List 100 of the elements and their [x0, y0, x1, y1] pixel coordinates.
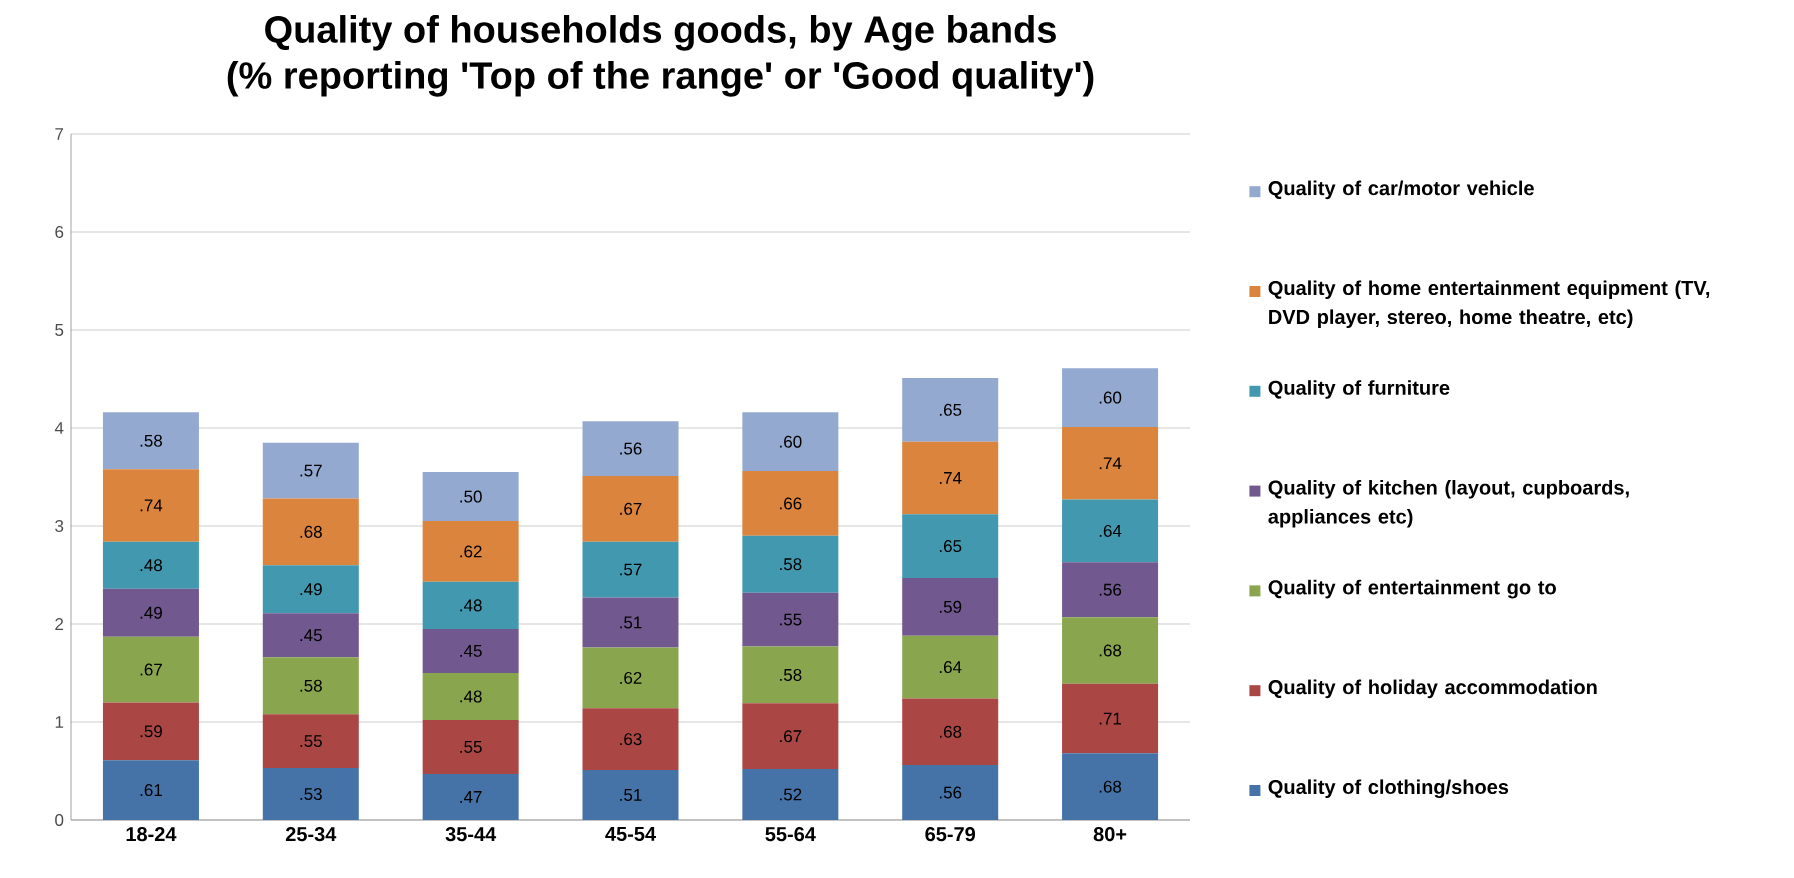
- x-tick-label: 35-44: [445, 827, 497, 842]
- y-tick-label: 3: [55, 519, 64, 532]
- bar: [902, 635, 999, 699]
- x-tick-label: 18-24: [126, 827, 177, 842]
- data-label: .68: [1099, 780, 1122, 793]
- bar: [1062, 617, 1159, 684]
- data-label: .71: [1099, 712, 1122, 725]
- legend-label: Quality of kitchen (layout, cupboards, appliances etc): [1268, 479, 1629, 528]
- bar: [582, 476, 679, 542]
- bar: [582, 647, 679, 709]
- x-tick-label: 55-64: [765, 827, 816, 842]
- bar: [902, 765, 999, 820]
- bar: [262, 714, 359, 769]
- bar: [742, 412, 839, 472]
- bar: [102, 636, 199, 703]
- bar: [742, 703, 839, 770]
- data-label: .45: [300, 629, 322, 642]
- bar: [102, 588, 199, 637]
- y-tick-label: 4: [54, 422, 64, 434]
- bar: [1062, 753, 1159, 820]
- data-label: .45: [460, 645, 482, 657]
- y-tick-label: 1: [55, 716, 64, 728]
- data-label: .60: [780, 435, 802, 448]
- data-label: .65: [939, 403, 962, 416]
- bar: [262, 498, 359, 566]
- data-label: .52: [780, 788, 802, 801]
- data-label: .67: [620, 502, 642, 515]
- x-tick-label: 65-79: [925, 827, 976, 842]
- data-label: .74: [939, 472, 962, 484]
- bar: [902, 514, 999, 578]
- bar: [422, 773, 519, 820]
- data-label: .62: [620, 671, 642, 684]
- y-tick-label: 0: [55, 813, 64, 826]
- data-label: .59: [939, 600, 962, 613]
- data-label: .68: [939, 725, 962, 738]
- data-label: .64: [939, 661, 962, 674]
- bar: [742, 769, 839, 820]
- data-label: .61: [140, 784, 162, 797]
- bar: [422, 581, 519, 629]
- bar: [742, 471, 839, 536]
- data-label: .55: [300, 735, 322, 748]
- data-label: .58: [780, 558, 802, 571]
- bar: [1062, 368, 1159, 428]
- legend-label: Quality of car/motor vehicle: [1268, 180, 1534, 200]
- bar: [422, 628, 519, 673]
- bar: [422, 672, 519, 721]
- bar: [262, 442, 359, 499]
- bar: [1062, 562, 1159, 618]
- data-label: .48: [460, 690, 482, 703]
- bar: [582, 770, 679, 820]
- data-label: .62: [460, 545, 482, 558]
- bar: [742, 535, 839, 593]
- bar: [902, 577, 999, 636]
- data-label: .74: [1099, 457, 1122, 470]
- data-label: .55: [780, 613, 802, 626]
- bar: [422, 472, 519, 522]
- legend-label: Quality of clothing/shoes: [1268, 779, 1509, 799]
- data-label: .68: [1099, 644, 1122, 657]
- chart-subtitle: (% reporting 'Top of the range' or 'Good quality'): [227, 61, 1094, 97]
- data-label: .58: [780, 668, 802, 681]
- bar: [582, 597, 679, 648]
- bar: [582, 708, 679, 770]
- y-tick-label: 6: [55, 226, 64, 239]
- x-tick-label: 80+: [1093, 827, 1127, 842]
- y-tick-label: 2: [55, 618, 64, 630]
- x-tick-label: 45-54: [605, 827, 656, 841]
- bar: [262, 657, 359, 715]
- data-label: .59: [140, 725, 162, 738]
- data-label: .56: [620, 442, 642, 455]
- legend-label: Quality of furniture: [1268, 380, 1450, 399]
- y-tick-label: 5: [55, 324, 64, 336]
- bar: [902, 378, 999, 442]
- data-label: .58: [140, 434, 163, 447]
- data-label: .50: [460, 490, 482, 503]
- data-label: .67: [140, 663, 162, 676]
- bar: [582, 541, 679, 598]
- bar: [102, 702, 199, 761]
- data-label: .64: [1099, 524, 1122, 537]
- bar: [102, 412, 199, 470]
- bar: [582, 421, 679, 477]
- bar: [742, 646, 839, 704]
- data-label: .48: [460, 599, 482, 612]
- data-label: .68: [300, 525, 322, 538]
- data-label: .53: [300, 788, 322, 801]
- data-label: .66: [780, 497, 802, 510]
- data-label: .51: [620, 789, 642, 801]
- data-label: .65: [939, 540, 962, 553]
- data-label: .74: [140, 499, 163, 512]
- data-label: .51: [620, 616, 642, 629]
- data-label: .57: [620, 563, 642, 576]
- data-label: .67: [780, 730, 802, 743]
- bar: [1062, 427, 1159, 500]
- data-label: .48: [140, 559, 163, 572]
- data-label: .55: [460, 741, 482, 753]
- data-label: .60: [1099, 391, 1122, 404]
- bar: [902, 441, 999, 515]
- bar: [1062, 683, 1159, 754]
- data-label: .49: [300, 583, 322, 596]
- legend-label: Quality of home entertainment equipment (TV, DVD player, stereo, home theatre, etc): [1268, 280, 1710, 329]
- data-label: .49: [140, 606, 162, 619]
